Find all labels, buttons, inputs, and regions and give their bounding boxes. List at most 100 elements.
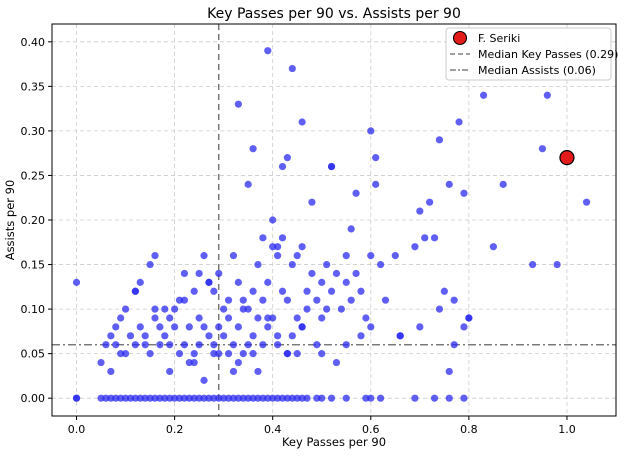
player-point: [357, 332, 365, 340]
player-point: [381, 296, 390, 304]
player-point: [200, 323, 208, 331]
player-point: [249, 287, 257, 295]
player-point: [582, 198, 591, 206]
player-point: [421, 234, 429, 242]
player-point: [327, 394, 336, 402]
player-point: [102, 341, 110, 349]
player-point: [161, 332, 169, 340]
player-point: [269, 216, 277, 224]
player-point: [327, 287, 336, 295]
x-tick-label: 0.8: [460, 423, 478, 436]
player-point: [229, 367, 238, 376]
player-point: [200, 252, 208, 260]
player-point: [112, 323, 120, 331]
player-point: [224, 296, 233, 304]
player-point: [215, 350, 223, 358]
x-tick-label: 0.4: [264, 423, 282, 436]
player-point: [180, 269, 189, 278]
player-point: [220, 332, 228, 340]
player-point: [303, 305, 311, 313]
player-point: [283, 154, 292, 162]
y-tick-label: 0.00: [21, 392, 46, 405]
player-point: [308, 198, 316, 206]
player-point: [210, 287, 218, 295]
player-point: [229, 341, 238, 349]
player-point: [435, 136, 444, 144]
player-point: [151, 252, 159, 260]
player-point: [112, 341, 120, 349]
player-point: [190, 358, 198, 367]
player-point: [220, 305, 228, 313]
player-point: [499, 180, 507, 188]
data-points: [72, 47, 591, 402]
player-point: [274, 243, 282, 251]
player-point: [274, 341, 282, 349]
legend-label: Median Key Passes (0.29): [478, 48, 618, 61]
player-point: [141, 341, 149, 349]
player-point: [445, 180, 453, 188]
x-tick-label: 0.0: [68, 423, 86, 436]
player-point: [224, 350, 233, 358]
player-point: [244, 341, 252, 349]
player-point: [313, 296, 321, 304]
player-point: [396, 332, 404, 340]
player-point: [283, 296, 292, 304]
player-point: [342, 394, 350, 402]
player-point: [126, 332, 135, 340]
y-tick-label: 0.15: [21, 259, 46, 272]
player-point: [416, 207, 424, 215]
player-point: [293, 314, 301, 322]
player-point: [318, 350, 326, 358]
chart-title: Key Passes per 90 vs. Assists per 90: [207, 6, 461, 22]
player-point: [367, 127, 375, 135]
player-point: [121, 305, 130, 313]
player-point: [107, 332, 115, 340]
player-point: [298, 118, 306, 126]
x-tick-label: 1.0: [558, 423, 576, 436]
player-point: [347, 225, 355, 233]
player-point: [367, 394, 375, 402]
y-tick-label: 0.35: [21, 80, 46, 93]
player-point: [156, 341, 164, 349]
player-point: [249, 145, 257, 153]
player-point: [117, 350, 125, 358]
player-point: [136, 278, 144, 286]
player-point: [264, 47, 272, 55]
player-point: [416, 323, 424, 331]
player-point: [376, 394, 385, 402]
player-point: [318, 394, 326, 402]
player-point: [367, 323, 375, 331]
player-point: [146, 260, 154, 269]
player-point: [166, 314, 174, 322]
player-point: [460, 189, 468, 197]
player-point: [426, 198, 434, 206]
player-point: [175, 350, 184, 358]
highlight-point-f-seriki: [559, 150, 575, 166]
player-point: [323, 260, 331, 269]
player-point: [298, 243, 306, 251]
x-tick-label: 0.6: [362, 423, 380, 436]
player-point: [274, 252, 282, 260]
player-point: [171, 323, 179, 331]
player-point: [362, 314, 370, 322]
player-point: [136, 323, 144, 331]
player-point: [224, 314, 233, 322]
player-point: [308, 269, 316, 278]
player-point: [200, 376, 208, 384]
player-point: [254, 367, 262, 376]
player-point: [278, 162, 287, 171]
reference-lines: [52, 24, 616, 416]
player-point: [342, 252, 350, 260]
player-point: [332, 358, 341, 367]
player-point: [372, 154, 380, 162]
player-point: [195, 341, 203, 349]
player-point: [430, 394, 439, 402]
y-axis-ticks: 0.00 0.05 0.10 0.15 0.20 0.25 0.30 0.35 0.40: [21, 36, 52, 405]
player-point: [445, 367, 453, 376]
player-point: [171, 305, 179, 313]
player-point: [249, 332, 257, 340]
player-point: [367, 252, 375, 260]
player-point: [264, 314, 272, 322]
player-point: [131, 341, 139, 349]
player-point: [161, 305, 169, 313]
